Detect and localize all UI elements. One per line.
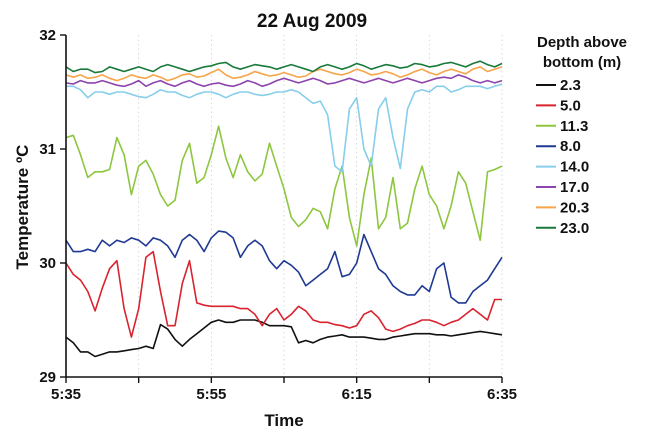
series-line-5-0 [65,250,502,338]
y-axis-label: Temperature ºC [13,145,32,270]
y-ticks: 29 30 31 32 [39,27,66,386]
legend-label-20-3: 20.3 [560,199,589,216]
x-tick-label: 6:35 [487,386,517,403]
legend-title-line-2: bottom (m) [543,54,621,71]
series-line-17-0 [65,74,503,88]
legend-items: 2.3 5.0 11.3 8.0 14.0 17.0 20.3 23.0 [536,77,589,237]
x-axis-label: Time [264,411,303,430]
series-line-14-0 [66,83,503,173]
series-line-11-3 [65,125,503,247]
legend-label-2-3: 2.3 [560,77,581,94]
legend-label-17-0: 17.0 [560,179,589,196]
x-tick-label: 5:55 [196,386,226,403]
legend-label-8-0: 8.0 [560,138,581,155]
legend-label-5-0: 5.0 [560,97,581,114]
x-ticks: 5:35 5:55 6:15 6:35 [51,377,517,403]
series-line-8-0 [65,230,503,304]
series-line-2-3 [65,319,503,358]
y-tick-label: 31 [39,141,56,158]
legend-label-23-0: 23.0 [560,220,589,237]
series-line-23-0 [65,60,503,74]
legend-label-14-0: 14.0 [560,159,589,176]
x-tick-label: 6:15 [342,386,372,403]
y-tick-label: 30 [39,255,56,272]
y-tick-label: 32 [39,27,56,44]
legend: Depth above bottom (m) 2.3 5.0 11.3 8.0 14.0… [536,34,627,237]
series-lines [65,60,503,358]
legend-title-line-1: Depth above [537,34,627,51]
legend-label-11-3: 11.3 [560,118,588,135]
y-tick-label: 29 [39,369,56,386]
x-tick-label: 5:35 [51,386,81,403]
chart-title: 22 Aug 2009 [257,11,367,32]
series-line-20-3 [65,66,503,82]
grid-lines [138,35,503,377]
